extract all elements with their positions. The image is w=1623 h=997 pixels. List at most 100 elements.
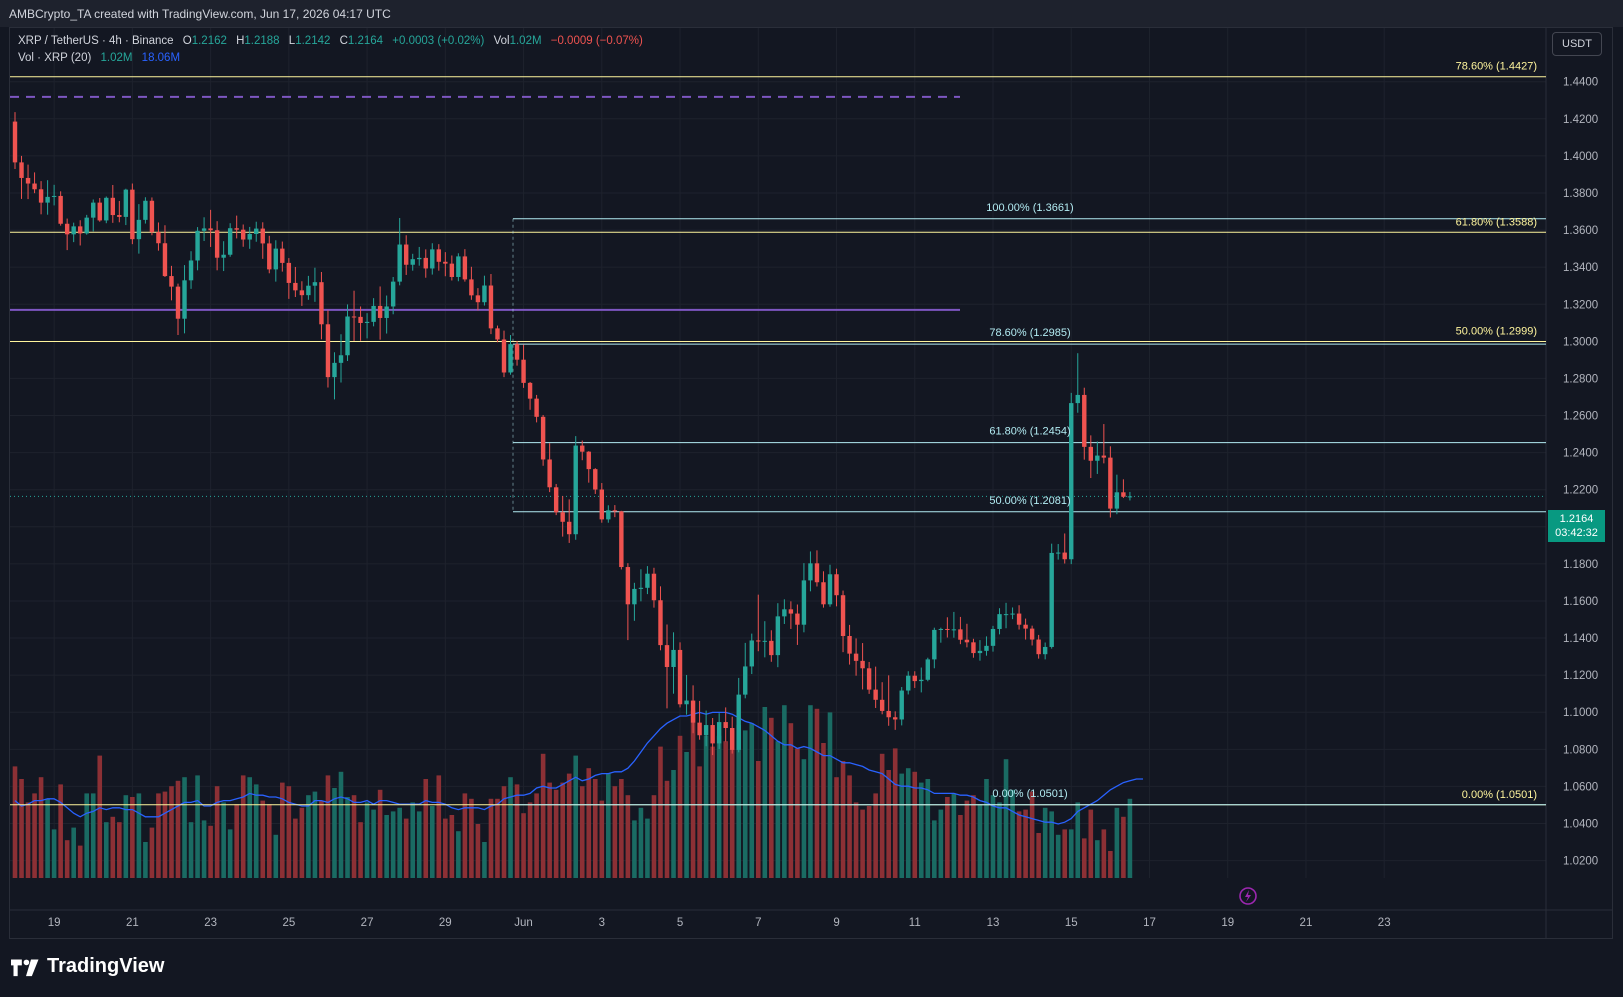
volume-bar xyxy=(977,804,983,878)
volume-bar xyxy=(201,820,207,878)
volume-bar xyxy=(586,768,592,878)
candle-body xyxy=(547,459,552,488)
candle-body xyxy=(619,511,624,568)
candle-body xyxy=(227,228,233,255)
candle-body xyxy=(325,324,331,378)
volume-bar xyxy=(19,779,24,878)
volume-bar xyxy=(1023,809,1028,878)
volume-bar xyxy=(847,775,852,878)
candle-body xyxy=(925,659,930,680)
volume-bar xyxy=(1036,833,1041,878)
volume-bar xyxy=(658,746,663,878)
candle-body xyxy=(906,675,911,691)
volume-bar xyxy=(482,842,487,878)
volume-bar xyxy=(123,795,129,878)
candle-body xyxy=(254,228,259,234)
candle-body xyxy=(553,487,559,513)
volume-bar xyxy=(866,806,872,878)
volume-bar xyxy=(840,761,846,878)
candle-body xyxy=(658,600,663,646)
candle-body xyxy=(775,616,781,656)
candle-body xyxy=(273,248,278,270)
symbol-title[interactable]: XRP / TetherUS · 4h · Binance xyxy=(18,35,174,47)
volume-bar xyxy=(508,777,513,878)
volume-bar xyxy=(12,766,18,878)
volume-bar xyxy=(286,786,292,878)
candle-body xyxy=(664,645,670,667)
volume-bar xyxy=(247,777,253,878)
candle-body xyxy=(593,469,598,490)
candle-body xyxy=(338,355,344,363)
candle-body xyxy=(45,196,50,203)
volume-bar xyxy=(1049,811,1054,878)
candle-body xyxy=(358,316,363,323)
volume-bar xyxy=(260,800,266,878)
volume-bar xyxy=(651,795,657,878)
price-tick-label: 1.1800 xyxy=(1563,559,1598,571)
close-value: 1.2164 xyxy=(347,35,384,47)
volume-bar xyxy=(879,753,885,878)
candle-body xyxy=(97,202,102,221)
price-tick-label: 1.4400 xyxy=(1563,77,1598,89)
candle-body xyxy=(351,316,357,318)
last-price-tag: 1.2164 03:42:32 xyxy=(1548,510,1605,542)
volume-bar xyxy=(169,786,174,878)
volume-bar xyxy=(1095,840,1100,878)
tradingview-logo[interactable]: TradingView xyxy=(11,955,164,978)
volume-bar xyxy=(716,735,722,878)
volume-bar xyxy=(306,795,311,878)
time-tick-label: 17 xyxy=(1143,917,1156,929)
volume-bar xyxy=(71,827,76,878)
volume-bar xyxy=(566,773,572,878)
candles xyxy=(12,112,1133,756)
volume-bar xyxy=(573,755,579,878)
volume-bar xyxy=(1042,807,1048,878)
candle-body xyxy=(508,344,513,373)
volume-bar xyxy=(143,842,148,878)
currency-button[interactable]: USDT xyxy=(1552,32,1602,56)
volume-bar xyxy=(664,780,670,878)
volume-bar xyxy=(175,780,181,878)
fib-level-label: 78.60% (1.2985) xyxy=(989,327,1070,339)
time-axis[interactable]: 19 21 23 25 27 29 Jun 3 5 7 9 11 13 15 17 19 21 23 xyxy=(48,917,1391,929)
volume-bar xyxy=(280,782,285,878)
candle-body xyxy=(743,666,748,695)
time-tick-label: 21 xyxy=(126,917,139,929)
legend-main: XRP / TetherUS · 4h · Binance O1.2162 H1… xyxy=(18,35,643,47)
candle-body xyxy=(690,700,696,723)
volume-bar xyxy=(436,775,442,878)
volume-bar xyxy=(527,802,533,878)
volume-bar xyxy=(521,813,526,878)
volume-bar xyxy=(990,795,996,878)
candle-body xyxy=(1010,613,1015,615)
candle-body xyxy=(156,232,161,244)
candle-body xyxy=(162,243,168,277)
candle-body xyxy=(377,305,383,318)
replay-lightning-icon xyxy=(1239,887,1257,905)
volume-bar xyxy=(1016,811,1022,878)
candle-body xyxy=(723,722,728,729)
indicator-value-1: 1.02M xyxy=(100,52,133,64)
candle-body xyxy=(345,316,350,356)
volume-bar xyxy=(234,804,239,878)
candle-body xyxy=(514,344,520,360)
candle-body xyxy=(19,162,24,178)
candle-body xyxy=(1062,552,1067,560)
candle-body xyxy=(567,521,572,535)
candle-body xyxy=(456,256,461,277)
candle-body xyxy=(312,282,318,286)
volume-bar xyxy=(32,793,37,878)
candle-body xyxy=(1036,639,1041,655)
price-tick-label: 1.0800 xyxy=(1563,744,1598,756)
candle-body xyxy=(899,690,904,720)
volume-bar xyxy=(371,809,376,878)
volume-bar xyxy=(514,784,520,878)
price-axis[interactable]: 1.0200 1.0400 1.0600 1.0800 1.1000 1.1200 1.14… xyxy=(1563,77,1598,868)
candle-body xyxy=(821,582,826,605)
indicator-title[interactable]: Vol · XRP (20) xyxy=(18,52,92,64)
candle-body xyxy=(1029,628,1035,640)
volume-bar xyxy=(130,797,135,878)
volume-bar xyxy=(560,782,565,878)
candle-body xyxy=(677,649,683,705)
